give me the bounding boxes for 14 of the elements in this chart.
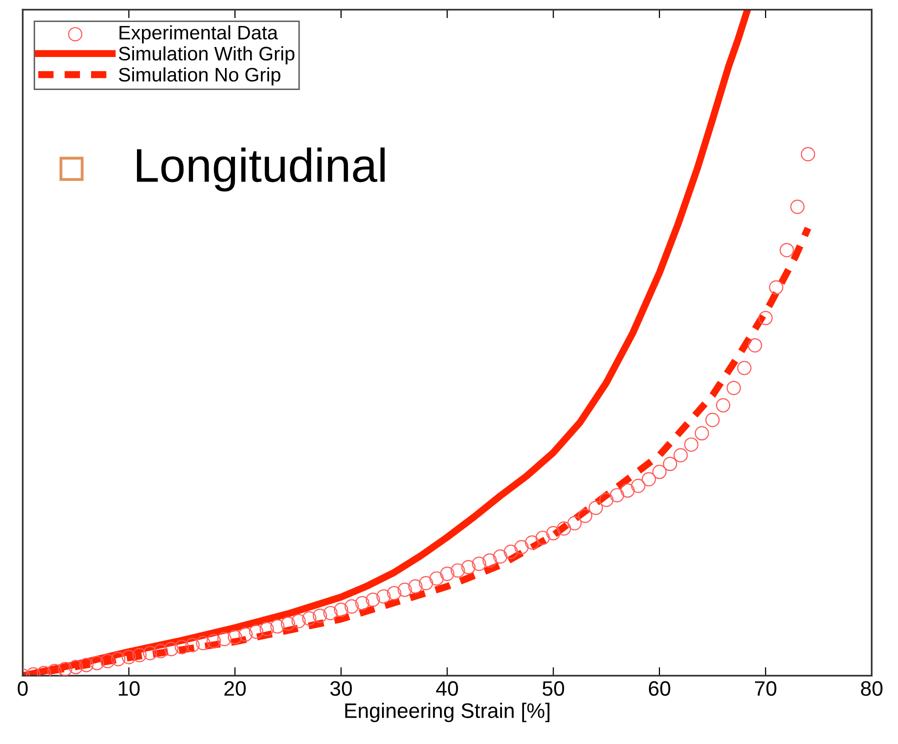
x-tick-label: 30 [330, 681, 352, 696]
legend-label: Simulation No Grip [118, 67, 280, 86]
x-tick-label: 0 [18, 681, 28, 696]
x-tick-label: 80 [861, 681, 882, 696]
annotation: Longitudinal [136, 148, 385, 192]
legend-label: Experimental Data [120, 25, 278, 44]
legend-label: Simulation With Grip [118, 46, 294, 64]
x-tick-label: 50 [542, 681, 564, 696]
x-axis-title: Engineering Strain [%] [345, 702, 550, 722]
x-tick-label: 70 [755, 681, 776, 696]
x-tick-label: 10 [118, 681, 140, 696]
x-tick-label: 60 [648, 681, 670, 696]
x-tick-label: 20 [224, 681, 246, 696]
x-tick-label: 40 [436, 681, 458, 696]
